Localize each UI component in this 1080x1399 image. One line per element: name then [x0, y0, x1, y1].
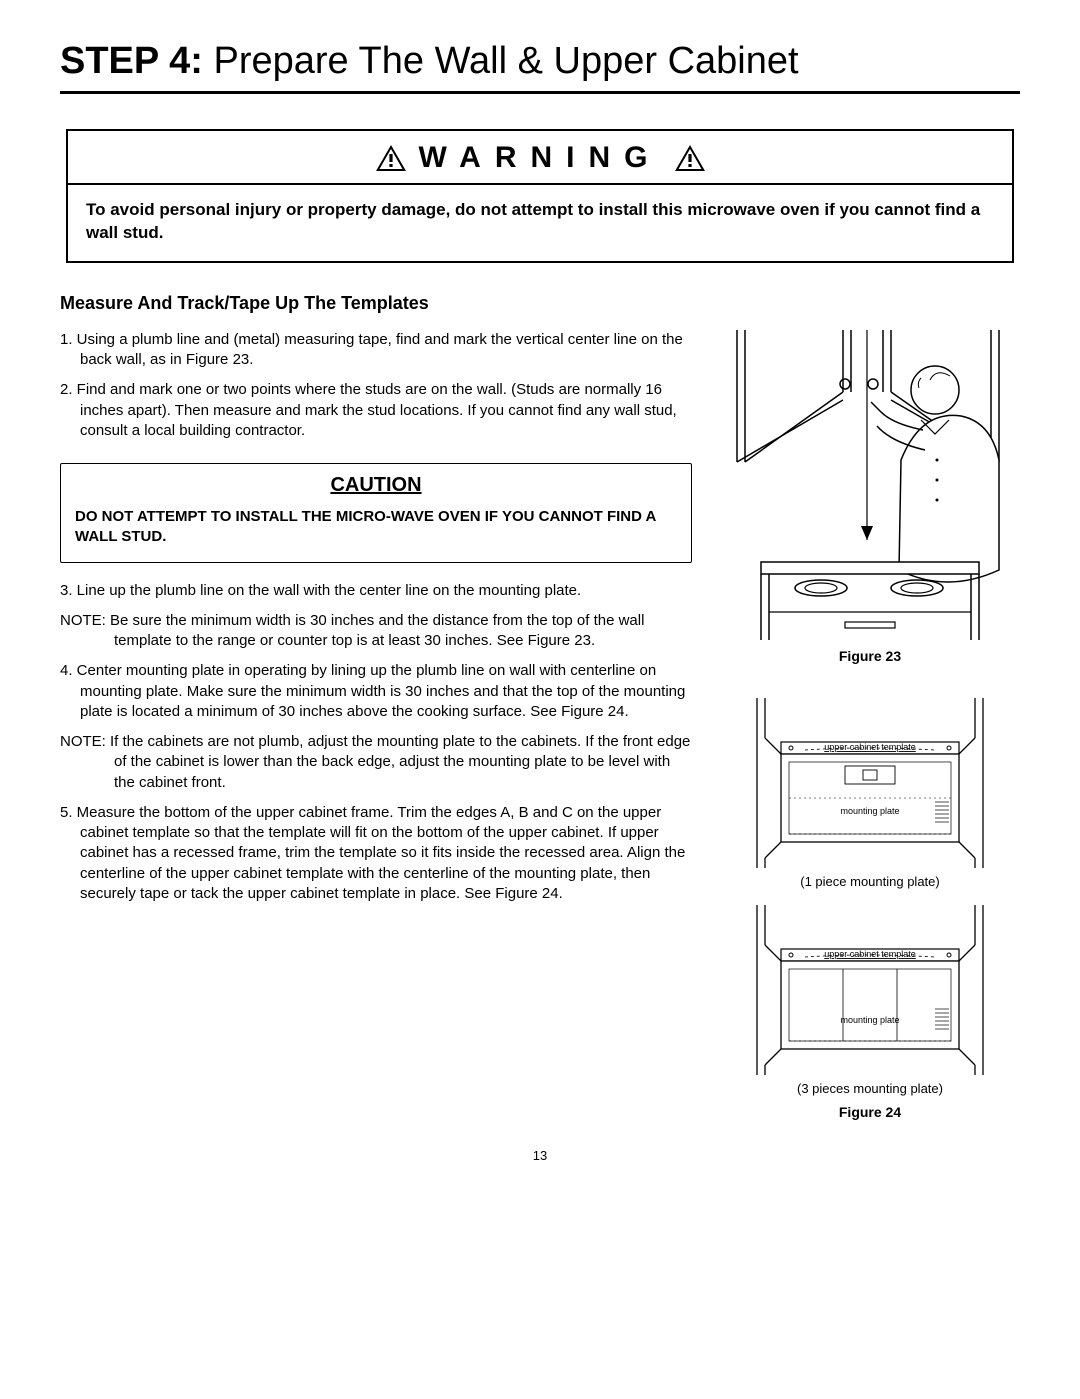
list-item: 2. Find and mark one or two points where…: [60, 380, 692, 441]
page-number: 13: [60, 1148, 1020, 1163]
caution-header: CAUTION: [61, 464, 691, 503]
list-item: 3. Line up the plumb line on the wall wi…: [60, 581, 692, 601]
figure-24-bottom: upper cabinet template mounting plate: [735, 905, 1005, 1075]
right-column: Figure 23 upper cabinet template mount: [720, 330, 1020, 1120]
section-subheading: Measure And Track/Tape Up The Templates: [60, 293, 1020, 314]
diagram-label: upper cabinet template: [824, 742, 916, 752]
left-column: 1. Using a plumb line and (metal) measur…: [60, 330, 692, 914]
list-item: 4. Center mounting plate in operating by…: [60, 661, 692, 722]
title-rule: [60, 91, 1020, 94]
warning-header-text: WARNING: [419, 141, 662, 175]
warning-body: To avoid personal injury or property dam…: [68, 185, 1012, 261]
figure-24-caption: Figure 24: [720, 1104, 1020, 1120]
caution-body: DO NOT ATTEMPT TO INSTALL THE MICRO-WAVE…: [61, 503, 691, 562]
instruction-list-b: 3. Line up the plumb line on the wall wi…: [60, 581, 692, 905]
title-step: STEP 4:: [60, 40, 203, 82]
list-item: 1. Using a plumb line and (metal) measur…: [60, 330, 692, 371]
diagram-label: mounting plate: [840, 1015, 899, 1025]
title-rest: Prepare The Wall & Upper Cabinet: [203, 40, 799, 82]
figure-23-caption: Figure 23: [720, 648, 1020, 664]
figure-24-bottom-sub: (3 pieces mounting plate): [720, 1081, 1020, 1096]
page-title: STEP 4: Prepare The Wall & Upper Cabinet: [60, 40, 1020, 83]
warning-icon: [375, 144, 407, 172]
diagram-label: mounting plate: [840, 806, 899, 816]
warning-icon: [674, 144, 706, 172]
figure-24-top: upper cabinet template mounting plate: [735, 698, 1005, 868]
warning-header: WARNING: [68, 131, 1012, 185]
note-item: NOTE: Be sure the minimum width is 30 in…: [60, 611, 692, 652]
caution-box: CAUTION DO NOT ATTEMPT TO INSTALL THE MI…: [60, 463, 692, 563]
list-item: 5. Measure the bottom of the upper cabin…: [60, 803, 692, 904]
instruction-list-a: 1. Using a plumb line and (metal) measur…: [60, 330, 692, 441]
warning-box: WARNING To avoid personal injury or prop…: [66, 129, 1014, 263]
figure-23: [725, 330, 1015, 640]
diagram-label: upper cabinet template: [824, 949, 916, 959]
figure-24-top-sub: (1 piece mounting plate): [720, 874, 1020, 889]
note-item: NOTE: If the cabinets are not plumb, adj…: [60, 732, 692, 793]
